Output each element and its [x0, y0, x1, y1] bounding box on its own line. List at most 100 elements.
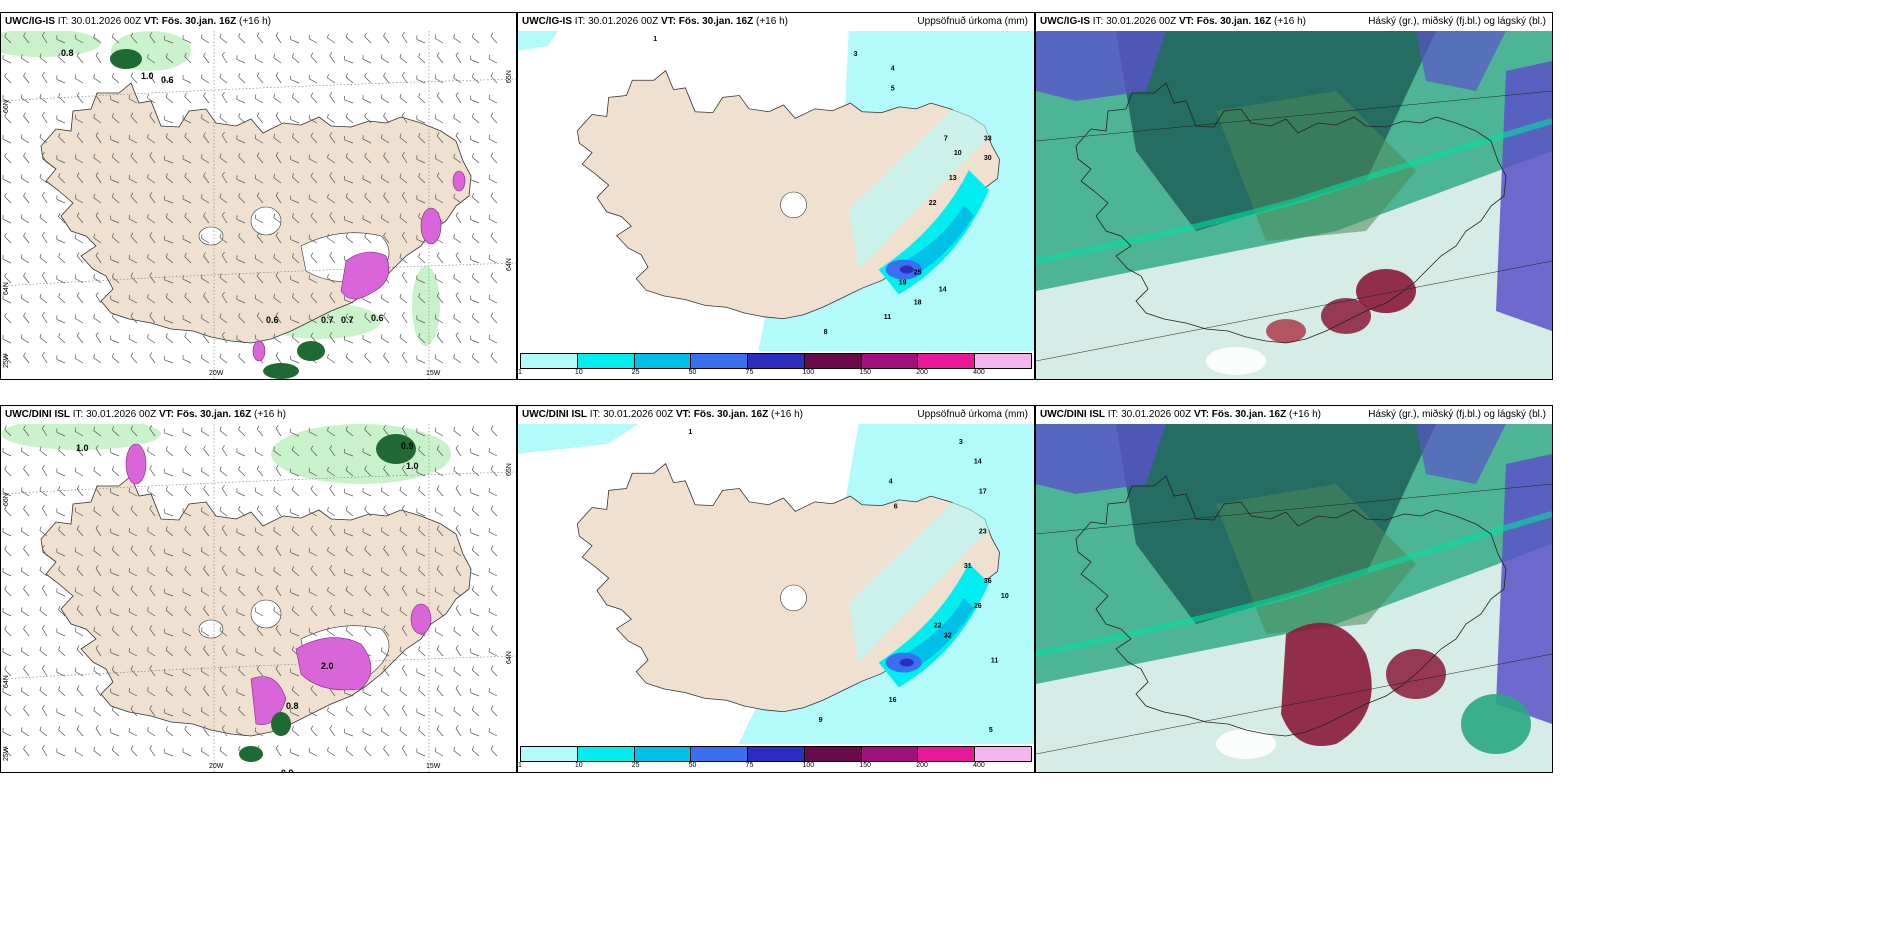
wind-barb — [255, 731, 264, 737]
accum-value-label: 22 — [929, 200, 937, 207]
wind-barb-flag — [149, 352, 153, 356]
wind-barb — [436, 648, 444, 657]
wind-barb — [381, 337, 390, 344]
wind-barb — [4, 236, 12, 244]
wind-barb-flag — [219, 586, 222, 591]
wind-barb-flag — [327, 354, 329, 359]
wind-barb-flag — [165, 446, 168, 451]
wind-barb — [418, 56, 426, 64]
wind-barb — [93, 197, 102, 204]
lon-label: 15W — [426, 763, 441, 770]
wind-barb — [203, 255, 210, 264]
wind-barb — [329, 488, 336, 497]
colorbar-label: 200 — [916, 369, 928, 376]
wind-barb — [95, 488, 102, 497]
wind-barb — [130, 36, 138, 44]
wind-barb — [290, 39, 300, 44]
wind-barb — [4, 356, 12, 364]
wind-barb-flag — [58, 685, 61, 690]
wind-barb-flag — [23, 72, 26, 77]
wind-barb — [383, 155, 390, 164]
wind-barb — [362, 611, 372, 617]
wind-barb — [149, 235, 156, 244]
wind-barb-flag — [74, 194, 77, 199]
wind-barb — [112, 156, 120, 164]
wind-barb-flag — [203, 485, 206, 490]
wind-barb-flag — [254, 94, 257, 99]
wind-barb — [472, 629, 480, 637]
precip-value-label: 2.0 — [321, 661, 334, 671]
wind-barb — [164, 199, 174, 204]
wind-barb — [470, 219, 480, 224]
wind-barb — [203, 568, 210, 577]
accum-value-label: 16 — [889, 697, 897, 704]
wind-barb-flag — [93, 626, 96, 631]
wind-barb-flag — [58, 645, 61, 650]
wind-barb — [56, 318, 66, 324]
wind-barb — [488, 258, 498, 264]
wind-barb-flag — [221, 564, 225, 569]
wind-barb — [23, 628, 30, 637]
wind-barb-flag — [4, 545, 7, 550]
wind-barb — [399, 257, 408, 264]
wind-barb — [401, 155, 408, 164]
wind-barb-flag — [41, 31, 45, 36]
wind-barb — [165, 56, 174, 64]
wind-barb-flag — [434, 154, 437, 159]
wind-barb — [345, 429, 354, 437]
wind-barb — [399, 217, 408, 224]
wind-barb — [93, 117, 102, 124]
wind-barb-flag — [310, 132, 314, 137]
wind-barb-flag — [203, 685, 206, 690]
wind-barb-flag — [58, 252, 61, 257]
wind-barb — [362, 531, 372, 537]
wind-barb — [128, 571, 138, 577]
wind-barb — [75, 751, 84, 757]
wind-barb-flag — [399, 93, 402, 98]
wind-barb-flag — [455, 212, 459, 216]
wind-barb — [149, 548, 156, 557]
wind-barb — [435, 78, 444, 84]
wind-barb — [4, 156, 12, 164]
wind-barb — [39, 257, 48, 264]
wind-barb — [435, 671, 444, 677]
wind-barb — [76, 135, 84, 144]
wind-barb — [221, 568, 228, 577]
wind-barb-flag — [471, 273, 475, 278]
wind-barb-flag — [95, 565, 99, 569]
wind-barb — [290, 752, 300, 757]
wind-barb — [273, 530, 282, 537]
wind-barb-flag — [434, 274, 437, 279]
wind-barb — [401, 315, 408, 324]
wind-barb-flag — [345, 153, 348, 158]
wind-barb-flag — [345, 33, 348, 38]
wind-barb-flag — [383, 705, 386, 710]
wind-barb — [327, 430, 336, 437]
wind-barb — [472, 749, 480, 757]
wind-barb — [436, 335, 444, 344]
accum-value-label: 19 — [899, 279, 907, 286]
wind-barb — [164, 39, 174, 44]
wind-barb — [436, 728, 444, 737]
colorbar-cells — [520, 746, 1032, 762]
wind-barb — [273, 217, 282, 224]
panel-it-label: IT: — [72, 409, 84, 420]
wind-barb-flag — [254, 607, 257, 612]
wind-barb-flag — [76, 725, 80, 730]
wind-barb — [329, 335, 336, 344]
wind-barb-flag — [399, 173, 402, 178]
wind-barb-flag — [329, 132, 333, 136]
wind-barb — [329, 215, 336, 224]
wind-barb — [236, 298, 246, 304]
wind-barb-flag — [23, 152, 26, 157]
wind-barb — [221, 528, 228, 537]
wind-barb — [41, 548, 48, 557]
wind-barb — [308, 511, 318, 517]
wind-barb — [201, 510, 210, 517]
wind-barb-flag — [455, 645, 459, 649]
wind-barb — [182, 751, 192, 757]
wind-barb-flag — [455, 525, 459, 529]
wind-barb-flag — [149, 625, 153, 629]
wind-barb — [416, 118, 426, 124]
wind-barb-flag — [111, 546, 115, 551]
